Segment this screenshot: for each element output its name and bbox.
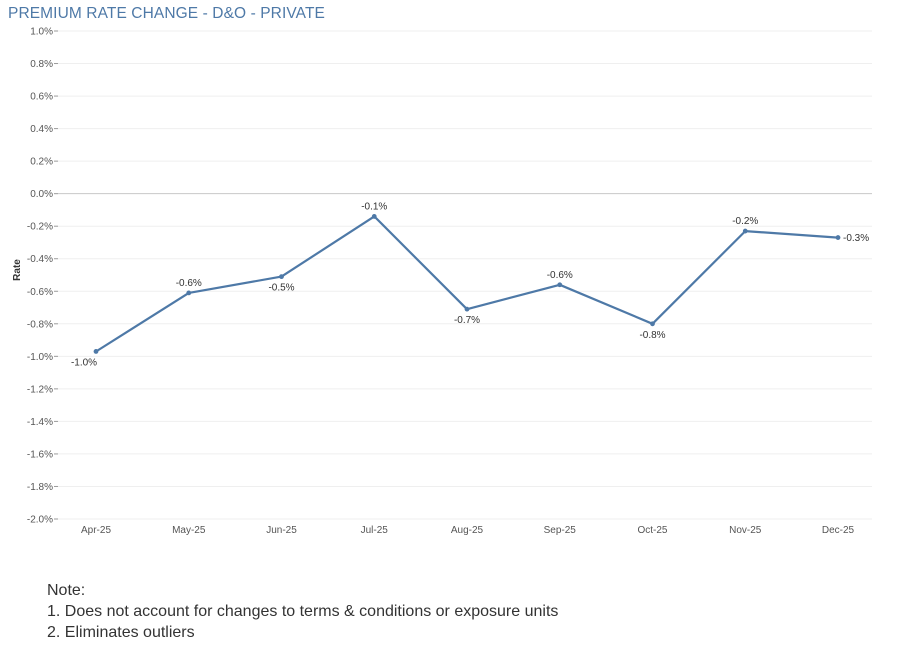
data-point [835, 235, 841, 240]
data-label: -1.0% [71, 357, 97, 368]
data-point [186, 290, 192, 296]
x-tick-label: Dec-25 [822, 525, 855, 536]
notes-heading: Note: [47, 582, 86, 599]
x-tick-label: Oct-25 [637, 525, 667, 536]
data-label: -0.3% [843, 233, 869, 244]
y-tick-label: -0.6% [27, 287, 53, 298]
data-point [279, 274, 284, 280]
data-label: -0.7% [454, 315, 480, 326]
y-tick-label: -2.0% [27, 515, 53, 526]
x-tick-label: Jul-25 [361, 525, 389, 536]
grid-layer [58, 30, 872, 520]
series-line [94, 215, 840, 353]
x-tick-label: Apr-25 [81, 525, 111, 536]
line-chart: 1.0%0.8%0.6%0.4%0.2%0.0%-0.2%-0.4%-0.6%-… [12, 27, 872, 537]
axis-layer: 1.0% 0.8% 0.6% 0.4% 0.2% 0.0% -0.2% -0.4% -0.6% -… [12, 27, 855, 537]
data-label: -0.2% [732, 216, 758, 227]
notes-section: Note: 1. Does not account for changes to… [47, 580, 558, 643]
y-tick-label: -1.6% [27, 449, 53, 460]
y-tick-label: -1.8% [27, 482, 53, 493]
x-tick-label: May-25 [172, 525, 206, 536]
data-label: -0.6% [547, 270, 573, 281]
x-tick-label: Nov-25 [729, 525, 762, 536]
data-label: -0.5% [268, 283, 294, 294]
y-tick-label: 1.0% [30, 27, 53, 38]
y-tick-label: -0.8% [27, 319, 53, 330]
chart-title: PREMIUM RATE CHANGE - D&O - PRIVATE [8, 5, 325, 22]
y-tick-label: 0.8% [30, 59, 53, 70]
data-point [464, 306, 470, 312]
y-tick-label: -1.2% [27, 384, 53, 395]
data-point [742, 228, 748, 234]
note-item-1: 1. Does not account for changes to terms… [47, 603, 559, 620]
y-tick-label: 0.2% [30, 157, 53, 168]
y-tick-label: 0.0% [30, 189, 53, 200]
y-tick-label: 0.4% [30, 124, 53, 135]
data-point [93, 349, 99, 354]
y-tick-label: -0.2% [27, 222, 53, 233]
series-layer [93, 214, 841, 354]
x-tick-label: Aug-25 [451, 525, 484, 536]
data-label: -0.8% [639, 330, 665, 341]
data-label: -0.1% [361, 201, 387, 212]
y-tick-label: -1.0% [27, 352, 53, 363]
data-label: -0.6% [176, 278, 202, 289]
data-point [371, 214, 377, 219]
data-point [650, 321, 655, 327]
data-point [557, 282, 563, 288]
y-tick-label: -1.4% [27, 417, 53, 428]
label-layer: -1.0% -0.6% -0.5% -0.1% -0.7% -0.6% -0.8% -0.2%… [71, 201, 869, 368]
x-tick-label: Jun-25 [266, 525, 297, 536]
y-tick-label: 0.6% [30, 92, 53, 103]
note-item-2: 2. Eliminates outliers [47, 624, 195, 641]
y-tick-label: -0.4% [27, 254, 53, 265]
x-tick-label: Sep-25 [544, 525, 577, 536]
y-axis-title: Rate [12, 259, 23, 281]
